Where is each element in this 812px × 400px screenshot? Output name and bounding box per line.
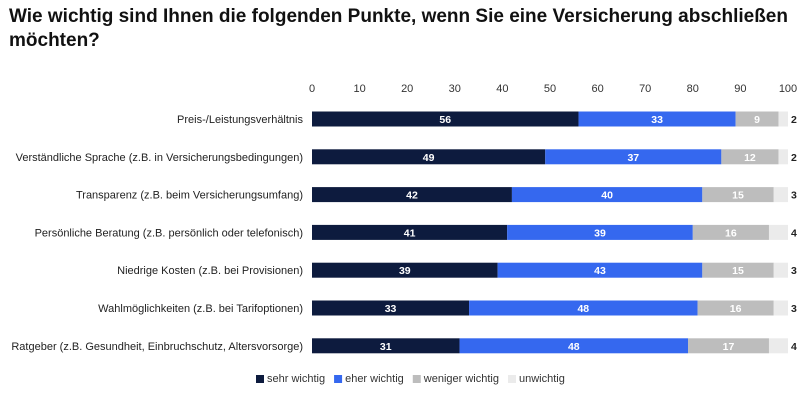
x-tick-label: 0 xyxy=(309,83,315,95)
chart-title: Wie wichtig sind Ihnen die folgenden Pun… xyxy=(9,6,788,51)
bar-segment-eher-wichtig xyxy=(507,224,693,240)
bar-segment-eher-wichtig xyxy=(459,338,689,354)
bar-segment-weniger-wichtig xyxy=(688,338,769,354)
bar-segment-unwichtig xyxy=(778,149,788,165)
bar-segment-sehr-wichtig xyxy=(312,300,470,316)
bar-segment-sehr-wichtig xyxy=(312,338,460,354)
legend-label: unwichtig xyxy=(519,373,565,385)
category-label: Verständliche Sprache (z.B. in Versicher… xyxy=(16,152,303,164)
x-tick-label: 20 xyxy=(401,83,413,95)
bar-segment-sehr-wichtig xyxy=(312,111,579,127)
bar-segment-unwichtig xyxy=(778,111,788,127)
data-label: 15 xyxy=(732,265,744,277)
data-label: 3 xyxy=(791,303,797,315)
data-label: 43 xyxy=(594,265,606,277)
category-label: Niedrige Kosten (z.B. bei Provisionen) xyxy=(117,265,303,277)
bar-segment-weniger-wichtig xyxy=(702,187,774,203)
data-label: 56 xyxy=(439,114,451,126)
legend-label: eher wichtig xyxy=(345,373,404,385)
category-label: Preis-/Leistungsverhältnis xyxy=(177,114,303,126)
x-tick-label: 40 xyxy=(496,83,508,95)
data-label: 48 xyxy=(568,341,580,353)
bar-segment-unwichtig xyxy=(773,187,788,203)
category-label: Ratgeber (z.B. Gesundheit, Einbruchschut… xyxy=(11,341,303,353)
data-label: 40 xyxy=(601,190,613,202)
bar-segment-eher-wichtig xyxy=(511,187,703,203)
category-label: Persönliche Beratung (z.B. persönlich od… xyxy=(35,227,303,239)
x-tick-label: 30 xyxy=(449,83,461,95)
x-tick-label: 70 xyxy=(639,83,651,95)
bar-segment-eher-wichtig xyxy=(545,149,722,165)
data-label: 2 xyxy=(791,114,797,126)
bar-segment-weniger-wichtig xyxy=(697,300,774,316)
bar-segment-sehr-wichtig xyxy=(312,224,508,240)
data-label: 33 xyxy=(651,114,663,126)
data-label: 39 xyxy=(594,227,606,239)
x-tick-label: 60 xyxy=(591,83,603,95)
bar-segment-sehr-wichtig xyxy=(312,262,498,278)
bar-segment-weniger-wichtig xyxy=(692,224,769,240)
bar-segment-weniger-wichtig xyxy=(721,149,779,165)
category-label: Wahlmöglichkeiten (z.B. bei Tarifoptione… xyxy=(98,303,303,315)
bar-segment-unwichtig xyxy=(773,300,788,316)
data-label: 41 xyxy=(404,227,416,239)
data-label: 31 xyxy=(380,341,392,353)
data-label: 3 xyxy=(791,190,797,202)
data-label: 39 xyxy=(399,265,411,277)
data-label: 15 xyxy=(732,190,744,202)
bar-segment-weniger-wichtig xyxy=(702,262,774,278)
bar-segment-eher-wichtig xyxy=(578,111,736,127)
bars: 56 33 9 249 37 12 242 40 15 341 39 16 439 43 15 333 48 16… xyxy=(312,111,797,354)
x-tick-label: 10 xyxy=(353,83,365,95)
bar-segment-eher-wichtig xyxy=(497,262,703,278)
data-label: 9 xyxy=(754,114,760,126)
data-label: 3 xyxy=(791,265,797,277)
bar-segment-weniger-wichtig xyxy=(735,111,779,127)
data-label: 49 xyxy=(423,152,435,164)
data-label: 33 xyxy=(385,303,397,315)
category-label: Transparenz (z.B. beim Versicherungsumfa… xyxy=(76,190,303,202)
legend-swatch xyxy=(256,375,264,383)
bar-segment-sehr-wichtig xyxy=(312,149,546,165)
x-tick-label: 50 xyxy=(544,83,556,95)
data-label: 48 xyxy=(577,303,589,315)
data-label: 17 xyxy=(723,341,735,353)
x-tick-label: 80 xyxy=(687,83,699,95)
data-label: 12 xyxy=(744,152,756,164)
bar-segment-sehr-wichtig xyxy=(312,187,512,203)
category-labels: Preis-/Leistungsverhältnis Verständliche … xyxy=(11,114,303,353)
data-label: 16 xyxy=(730,303,742,315)
data-label: 42 xyxy=(406,190,418,202)
legend-swatch xyxy=(507,375,516,383)
bar-segment-unwichtig xyxy=(768,224,788,240)
data-label: 4 xyxy=(791,341,797,353)
legend-swatch xyxy=(412,375,421,383)
data-label: 16 xyxy=(725,227,737,239)
x-tick-label: 90 xyxy=(734,83,746,95)
data-label: 37 xyxy=(627,152,639,164)
legend-swatch xyxy=(334,375,343,383)
legend-label: sehr wichtig xyxy=(267,373,325,385)
x-tick-label: 100 xyxy=(779,83,797,95)
data-label: 4 xyxy=(791,227,797,239)
data-label: 2 xyxy=(791,152,797,164)
x-axis: 0 10 20 30 40 50 60 70 80 90 100 xyxy=(309,83,797,95)
bar-segment-unwichtig xyxy=(773,262,788,278)
bar-segment-unwichtig xyxy=(768,338,788,354)
legend-label: weniger wichtig xyxy=(423,373,499,385)
bar-segment-eher-wichtig xyxy=(469,300,698,316)
legend: sehr wichtig eher wichtig weniger wichtig u… xyxy=(256,373,565,385)
